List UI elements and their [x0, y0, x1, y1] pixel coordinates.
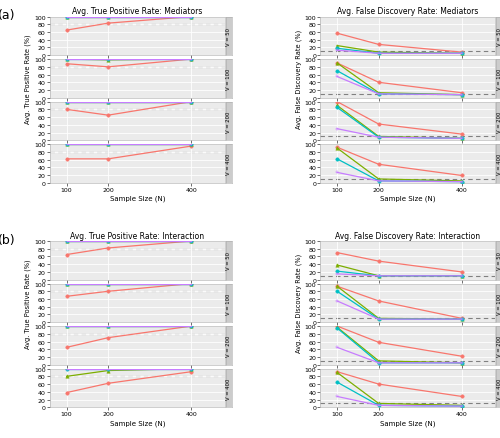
- Text: V = 50: V = 50: [226, 252, 232, 270]
- Text: V = 50: V = 50: [497, 252, 500, 270]
- Y-axis label: Avg. True Positive Rate (%): Avg. True Positive Rate (%): [25, 35, 32, 124]
- Text: V = 200: V = 200: [226, 335, 232, 356]
- Text: (a): (a): [0, 9, 15, 22]
- Y-axis label: Avg. False Discovery Rate (%): Avg. False Discovery Rate (%): [296, 254, 302, 353]
- X-axis label: Sample Size (N): Sample Size (N): [380, 195, 436, 202]
- Title: Avg. False Discovery Rate: Mediators: Avg. False Discovery Rate: Mediators: [337, 7, 478, 16]
- Title: Avg. True Positive Rate: Interaction: Avg. True Positive Rate: Interaction: [70, 231, 204, 240]
- Text: V = 400: V = 400: [497, 153, 500, 175]
- Text: V = 100: V = 100: [497, 69, 500, 90]
- Text: V = 200: V = 200: [226, 111, 232, 132]
- X-axis label: Sample Size (N): Sample Size (N): [110, 195, 165, 202]
- Text: (b): (b): [0, 233, 16, 246]
- Text: V = 100: V = 100: [226, 69, 232, 90]
- Text: V = 400: V = 400: [497, 378, 500, 399]
- Y-axis label: Avg. False Discovery Rate (%): Avg. False Discovery Rate (%): [296, 30, 302, 129]
- Text: V = 400: V = 400: [226, 378, 232, 399]
- X-axis label: Sample Size (N): Sample Size (N): [380, 419, 436, 426]
- Text: V = 100: V = 100: [226, 293, 232, 314]
- X-axis label: Sample Size (N): Sample Size (N): [110, 419, 165, 426]
- Text: V = 50: V = 50: [497, 28, 500, 46]
- Text: V = 50: V = 50: [226, 28, 232, 46]
- Text: V = 100: V = 100: [497, 293, 500, 314]
- Title: Avg. True Positive Rate: Mediators: Avg. True Positive Rate: Mediators: [72, 7, 202, 16]
- Text: V = 200: V = 200: [497, 335, 500, 356]
- Title: Avg. False Discovery Rate: Interaction: Avg. False Discovery Rate: Interaction: [335, 231, 480, 240]
- Text: V = 200: V = 200: [497, 111, 500, 132]
- Text: V = 400: V = 400: [226, 153, 232, 175]
- Y-axis label: Avg. True Positive Rate (%): Avg. True Positive Rate (%): [25, 258, 32, 348]
